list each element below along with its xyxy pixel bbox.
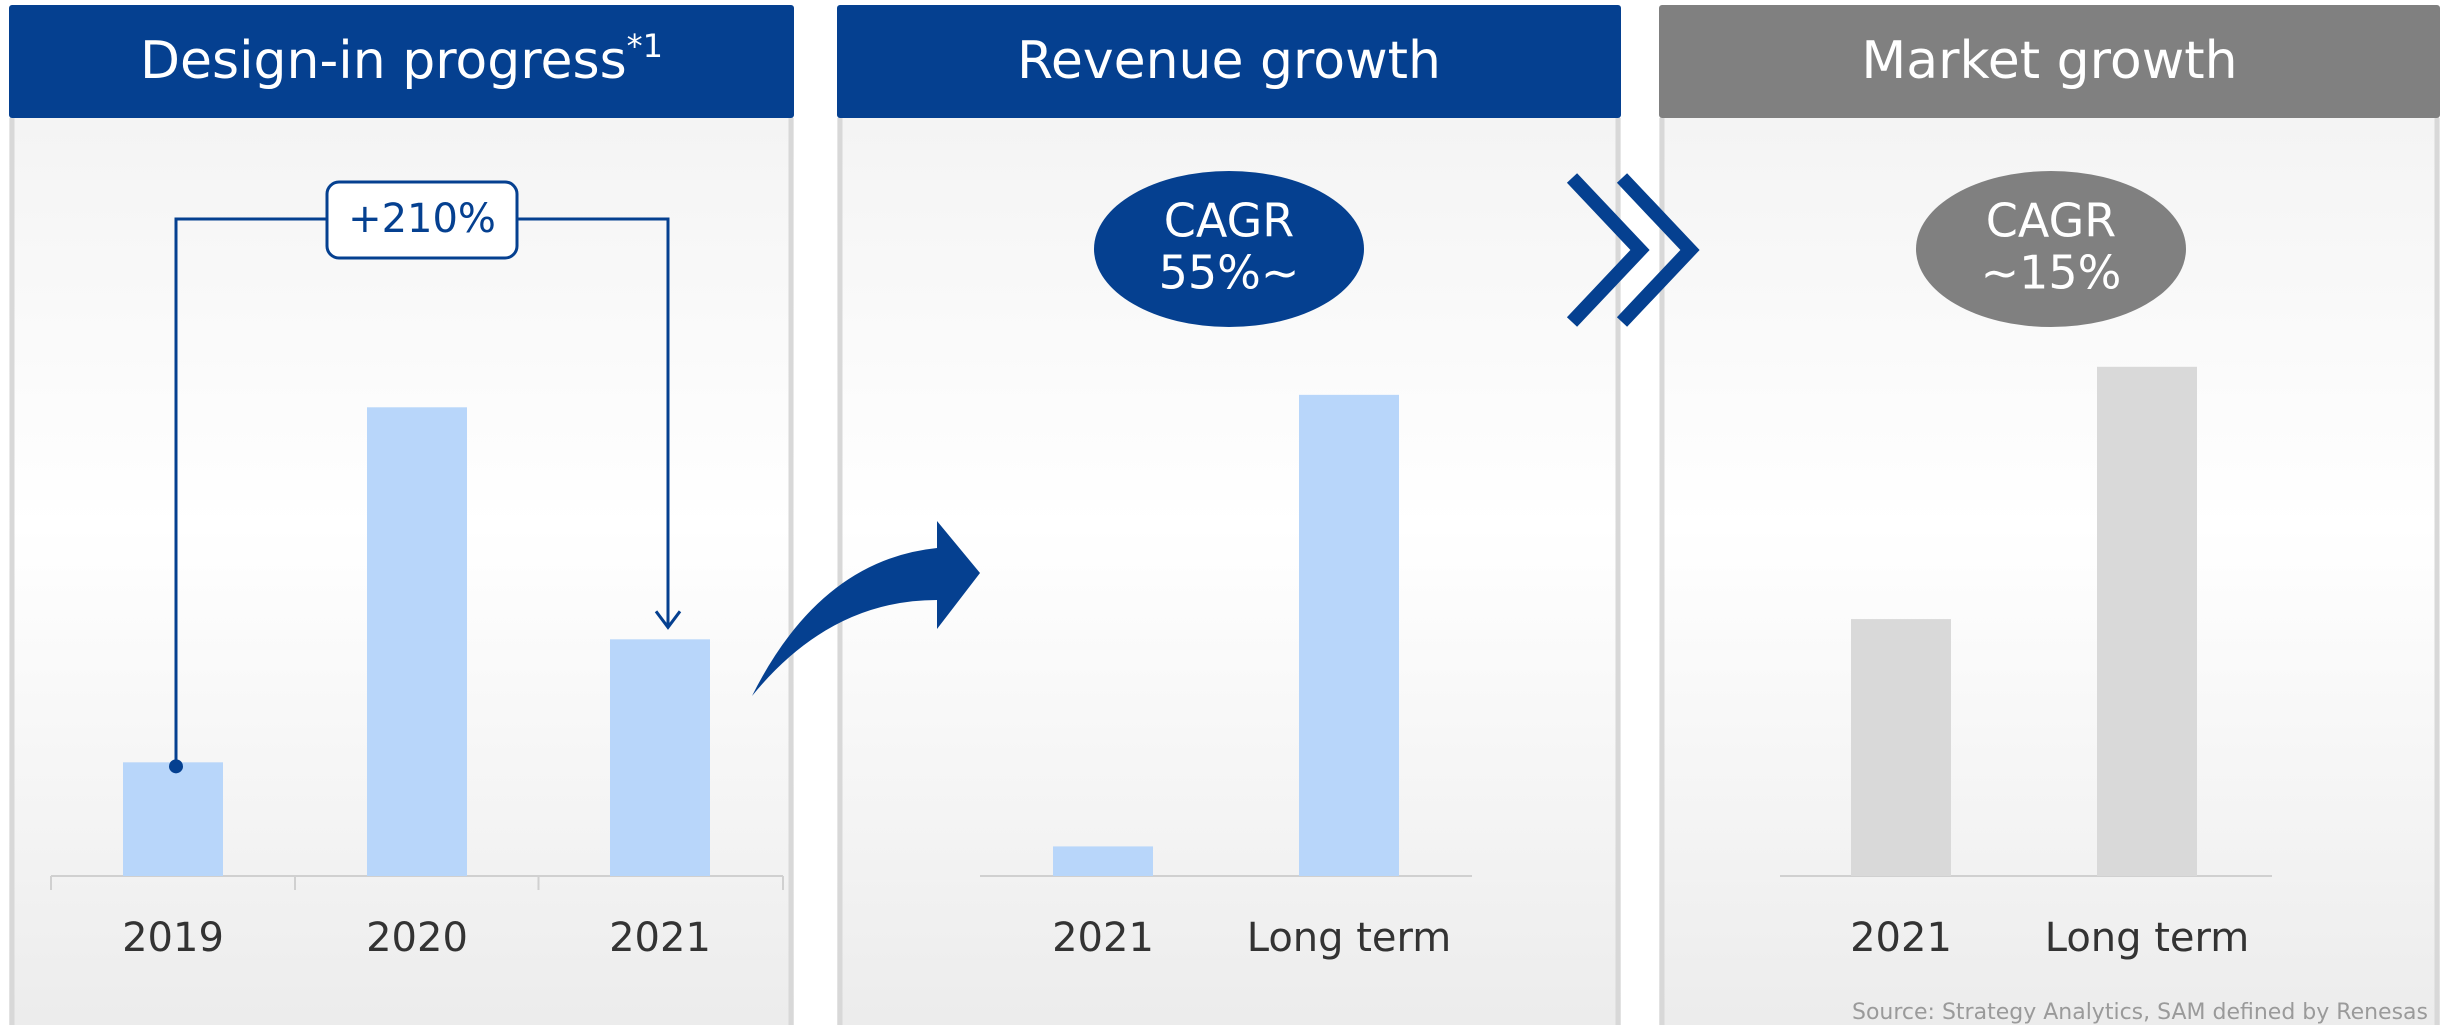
bar xyxy=(123,762,223,876)
panel-title: Design-in progress*1 xyxy=(140,27,663,91)
title-text: Revenue growth xyxy=(1017,31,1441,91)
flow-arrow xyxy=(752,521,980,696)
panel-header xyxy=(1659,5,2440,118)
cagr-bubble xyxy=(1916,171,2186,327)
x-tick-label: 2021 xyxy=(609,915,711,961)
bar xyxy=(367,407,467,876)
title-text: Market growth xyxy=(1861,31,2237,91)
panel-title: Revenue growth xyxy=(1017,31,1441,91)
growth-label: +210% xyxy=(348,196,496,242)
bracket-dot xyxy=(169,759,183,774)
panel-title: Market growth xyxy=(1861,31,2237,91)
x-tick-label: Long term xyxy=(1247,915,1452,961)
cagr-label: CAGR xyxy=(1164,194,1294,248)
bar xyxy=(1851,619,1951,876)
panels: Design-in progress*1 2019 2020 2021 +210% Rev… xyxy=(9,5,2440,1025)
x-tick-label: 2021 xyxy=(1850,915,1952,961)
bracket-line xyxy=(517,217,670,628)
bar xyxy=(2097,366,2197,876)
bar xyxy=(610,639,710,876)
x-tick-label: 2021 xyxy=(1052,915,1154,961)
x-tick-label: Long term xyxy=(2045,915,2250,961)
bar xyxy=(1053,846,1153,876)
title-text: Design-in progress xyxy=(140,31,627,91)
x-tick-label: 2019 xyxy=(122,915,224,961)
x-tick-label: 2020 xyxy=(366,915,468,961)
cagr-label: 55%~ xyxy=(1159,246,1300,300)
title-note: *1 xyxy=(627,27,663,65)
panel-header xyxy=(837,5,1621,118)
bar xyxy=(1299,394,1399,876)
panel-header xyxy=(9,5,794,118)
cagr-label: ~15% xyxy=(1981,246,2122,300)
chevron xyxy=(1566,173,1650,327)
cagr-label: CAGR xyxy=(1986,194,2116,248)
bracket-line xyxy=(174,217,327,767)
source-note: Source: Strategy Analytics, SAM defined … xyxy=(1852,1000,2428,1025)
bracket-arrowhead xyxy=(654,610,682,630)
cagr-bubble xyxy=(1094,171,1364,327)
growth-box xyxy=(325,180,519,260)
chevron xyxy=(1616,173,1700,327)
